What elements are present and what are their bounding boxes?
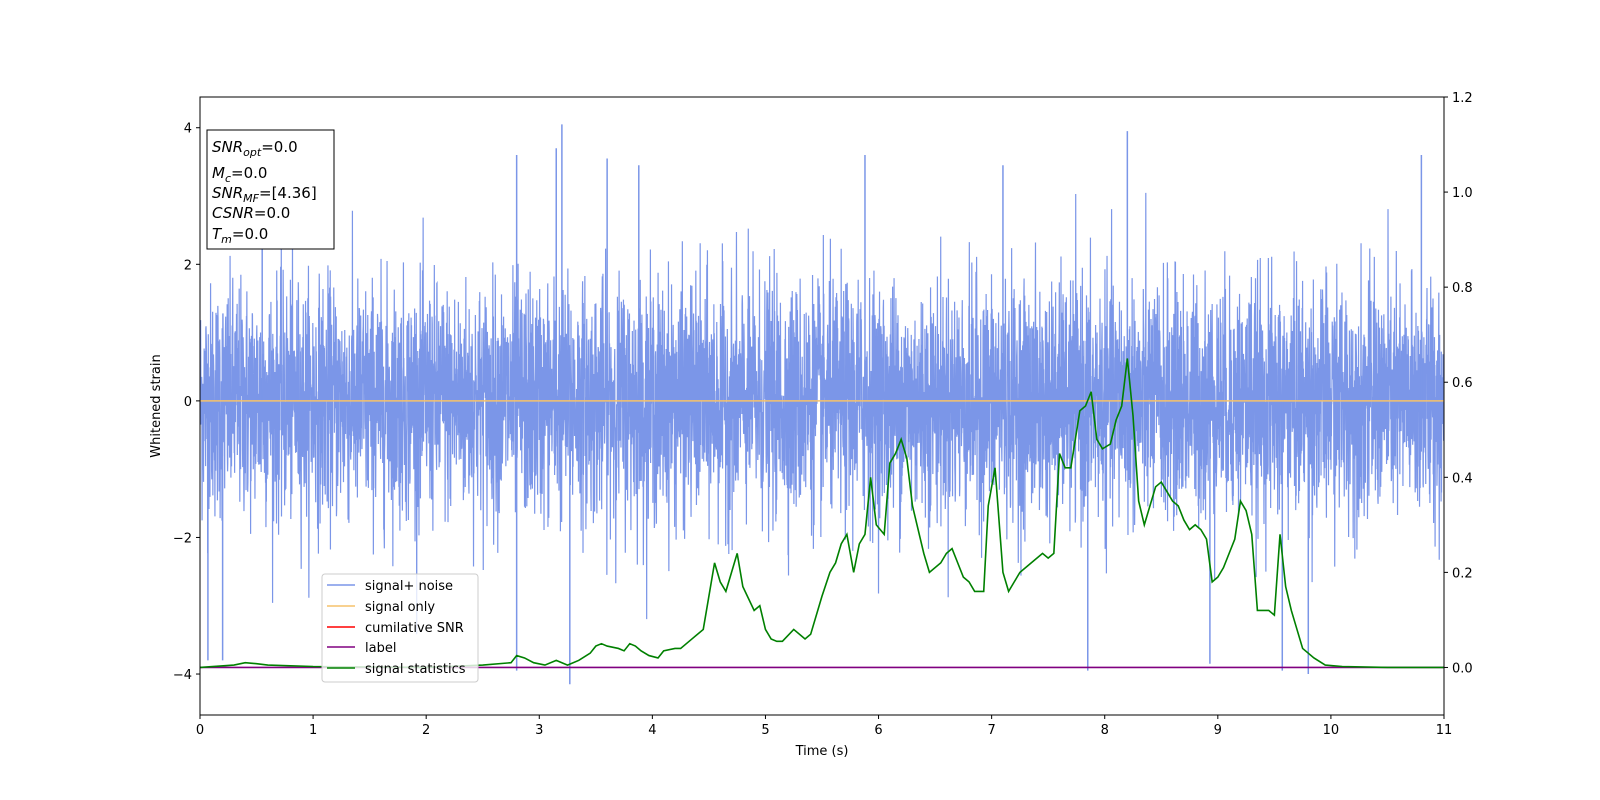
legend-label-label: label bbox=[365, 641, 396, 656]
info-box: SNRopt=0.0 Mc=0.0 SNRMF=[4.36] CSNR=0.0 … bbox=[206, 129, 335, 250]
y2-tick-label: 1.2 bbox=[1452, 91, 1473, 106]
x-tick-label: 4 bbox=[648, 723, 656, 738]
x-tick-label: 1 bbox=[309, 723, 317, 738]
legend-label-signal-noise: signal+ noise bbox=[365, 579, 453, 594]
series-signal-statistics bbox=[200, 358, 1444, 669]
x-tick-label: 10 bbox=[1323, 723, 1340, 738]
y2-tick-label: 1.0 bbox=[1452, 186, 1473, 201]
legend: signal+ noise signal only cumilative SNR… bbox=[321, 573, 479, 683]
legend-label-signal-only: signal only bbox=[365, 600, 435, 615]
y-axis-label: Whitened strain bbox=[149, 354, 164, 457]
info-snr-opt: SNRopt=0.0 bbox=[212, 138, 298, 159]
y2-tick-label: 0.6 bbox=[1452, 376, 1473, 391]
x-tick-label: 6 bbox=[874, 723, 882, 738]
x-tick-label: 9 bbox=[1214, 723, 1222, 738]
info-csnr: CSNR=0.0 bbox=[212, 204, 290, 222]
legend-label-signal-statistics: signal statistics bbox=[365, 662, 466, 677]
info-snr-mf: SNRMF=[4.36] bbox=[212, 184, 317, 205]
y-tick-label: −4 bbox=[173, 668, 192, 683]
x-axis-label: Time (s) bbox=[795, 744, 849, 759]
legend-label-cumulative-snr: cumilative SNR bbox=[365, 621, 464, 636]
x-tick-label: 11 bbox=[1436, 723, 1453, 738]
legend-frame bbox=[321, 573, 479, 683]
y2-tick-label: 0.8 bbox=[1452, 281, 1473, 296]
y-tick-label: −2 bbox=[173, 531, 192, 546]
y2-tick-label: 0.2 bbox=[1452, 566, 1473, 581]
y-tick-label: 0 bbox=[184, 395, 192, 410]
y-tick-label: 4 bbox=[184, 122, 192, 137]
info-tm: Tm=0.0 bbox=[212, 225, 268, 246]
x-tick-label: 7 bbox=[987, 723, 995, 738]
y2-tick-label: 0.0 bbox=[1452, 661, 1473, 676]
signal-noise-layer bbox=[200, 124, 1444, 685]
info-box-frame bbox=[206, 129, 335, 250]
axes-layer: 0 1 2 3 4 5 6 7 8 9 10 11 −4 −2 0 2 4 0.0 0.2 0.4 0.6 0.8 1.0 1… bbox=[173, 91, 1473, 738]
plot-frame bbox=[199, 96, 1445, 716]
x-tick-label: 5 bbox=[761, 723, 769, 738]
x-tick-label: 2 bbox=[422, 723, 430, 738]
x-tick-label: 0 bbox=[196, 723, 204, 738]
x-tick-label: 8 bbox=[1101, 723, 1109, 738]
x-tick-label: 3 bbox=[535, 723, 543, 738]
series-signal-noise bbox=[200, 192, 1444, 635]
info-mc: Mc=0.0 bbox=[212, 164, 267, 185]
y-tick-label: 2 bbox=[184, 258, 192, 273]
y2-tick-label: 0.4 bbox=[1452, 471, 1473, 486]
